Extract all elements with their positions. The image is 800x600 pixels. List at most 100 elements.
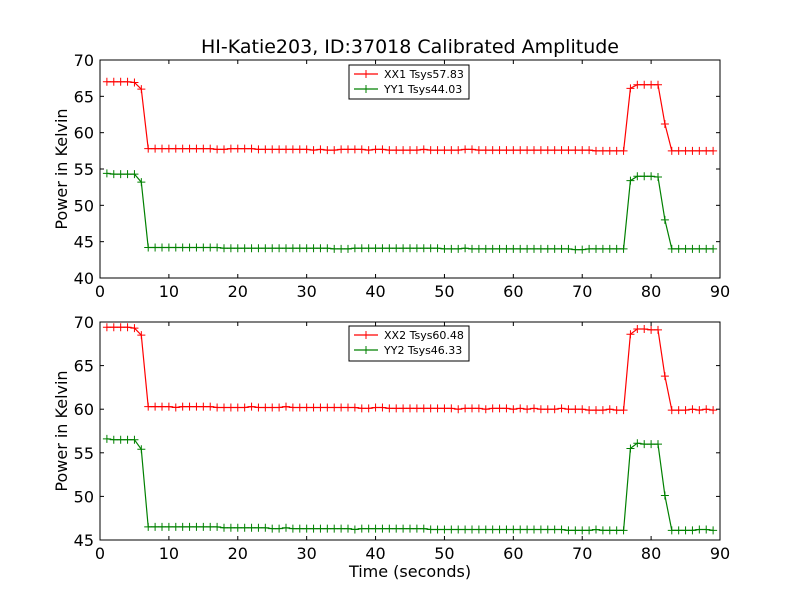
data-point — [667, 244, 676, 253]
data-point — [550, 525, 559, 534]
data-point — [481, 146, 490, 155]
data-point — [688, 405, 697, 414]
data-point — [399, 404, 408, 413]
series-1 — [102, 323, 718, 415]
data-point — [523, 525, 532, 534]
data-point — [199, 144, 208, 153]
data-point — [702, 146, 711, 155]
data-point — [433, 404, 442, 413]
data-point — [109, 435, 118, 444]
data-point — [268, 524, 277, 533]
data-point — [447, 244, 456, 253]
data-point — [158, 144, 166, 153]
legend-marker — [362, 85, 370, 93]
data-point — [612, 406, 621, 415]
data-point — [605, 526, 614, 535]
data-point — [233, 523, 242, 532]
data-point — [288, 145, 297, 154]
data-point — [550, 405, 559, 414]
data-point — [454, 244, 463, 253]
data-point — [626, 176, 635, 185]
data-point — [426, 146, 435, 155]
legend: XX2 Tsys60.48 YY2 Tsys46.33 — [348, 325, 470, 362]
data-point — [585, 526, 594, 535]
data-point — [557, 525, 566, 534]
data-point — [585, 146, 594, 155]
data-point — [454, 525, 463, 534]
data-point — [344, 244, 352, 253]
data-point — [592, 244, 600, 253]
data-point — [254, 145, 263, 154]
data-point — [178, 243, 187, 252]
data-point — [619, 244, 628, 253]
data-point — [530, 146, 538, 155]
data-point — [385, 404, 394, 413]
data-point — [344, 403, 352, 412]
data-point — [536, 146, 545, 155]
data-point — [454, 146, 463, 155]
data-point — [371, 244, 380, 253]
data-point — [419, 244, 428, 253]
data-point — [399, 146, 408, 155]
data-point — [364, 146, 373, 155]
data-point — [536, 244, 545, 253]
data-point — [674, 146, 683, 155]
data-point — [337, 524, 346, 533]
data-point — [116, 435, 125, 444]
data-point — [364, 244, 373, 253]
data-point — [461, 525, 470, 534]
data-point — [605, 405, 614, 414]
data-point — [495, 146, 504, 155]
data-point — [695, 146, 704, 155]
x-tick-label: 20 — [228, 282, 248, 301]
y-tick-label: 65 — [74, 87, 94, 106]
x-tick-label: 50 — [434, 282, 454, 301]
data-point — [509, 405, 518, 414]
data-point — [660, 372, 669, 381]
data-point — [481, 525, 490, 534]
x-tick-label: 40 — [365, 282, 385, 301]
data-point — [564, 526, 573, 535]
data-point — [695, 244, 704, 253]
data-point — [213, 522, 222, 531]
data-point — [481, 244, 490, 253]
data-point — [667, 406, 676, 415]
data-point — [454, 405, 463, 414]
data-point — [337, 403, 346, 412]
data-point — [447, 146, 456, 155]
series-2 — [102, 434, 718, 535]
x-tick-label: 90 — [710, 282, 730, 301]
y-tick-label: 70 — [74, 313, 94, 332]
data-point — [392, 244, 401, 253]
data-point — [302, 244, 311, 253]
data-point — [247, 402, 256, 411]
data-point — [412, 404, 421, 413]
data-point — [640, 324, 649, 333]
legend-label: YY2 Tsys46.33 — [383, 344, 462, 357]
y-tick-label: 40 — [74, 269, 94, 288]
data-point — [571, 146, 580, 155]
data-point — [295, 145, 304, 154]
data-point — [474, 525, 483, 534]
data-point — [516, 146, 525, 155]
data-point — [371, 524, 380, 533]
y-tick-label: 50 — [74, 487, 94, 506]
data-point — [688, 244, 697, 253]
data-point — [282, 523, 290, 532]
data-point — [344, 145, 352, 154]
data-point — [282, 402, 290, 411]
data-point — [495, 244, 504, 253]
data-point — [474, 244, 483, 253]
data-point — [233, 144, 242, 153]
data-point — [171, 403, 180, 412]
data-point — [633, 439, 642, 448]
data-point — [412, 146, 421, 155]
data-point — [199, 243, 208, 252]
data-point — [495, 525, 504, 534]
data-point — [640, 172, 649, 181]
data-point — [123, 170, 132, 179]
y-tick-label: 55 — [74, 444, 94, 463]
data-point — [199, 522, 208, 531]
x-tick-label: 40 — [365, 544, 385, 563]
data-point — [220, 523, 228, 532]
